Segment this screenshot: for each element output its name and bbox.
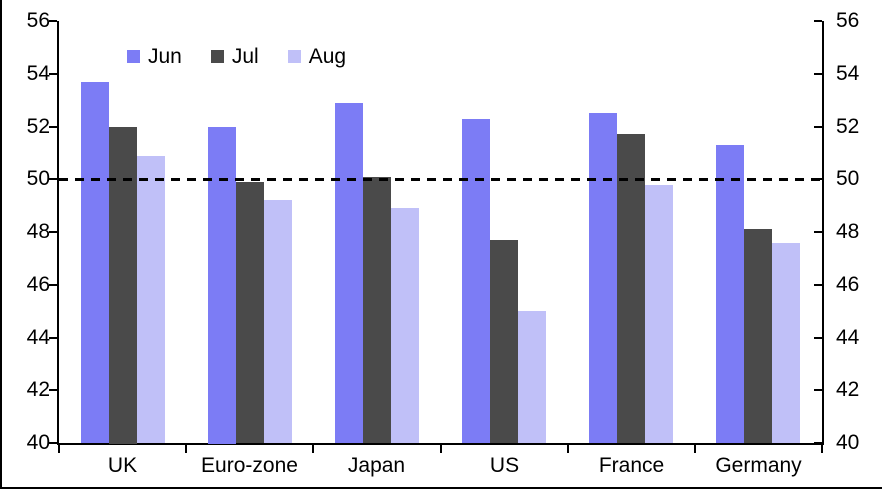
y-tick-left [49,389,57,391]
y-tick-left [49,126,57,128]
jun-bar-uk [81,82,109,443]
y-tick-right [814,73,822,75]
y-axis-label-right: 48 [836,220,860,243]
y-tick-right [814,20,822,22]
y-axis-label-left: 46 [26,273,50,296]
aug-bar-france [645,185,673,443]
jul-bar-france [617,134,645,443]
jul-bar-japan [363,177,391,443]
y-axis-label-left: 50 [26,167,50,190]
jul-bar-uk [109,127,137,444]
jun-bar-france [589,113,617,443]
jun-bar-japan [335,103,363,443]
y-axis-label-right: 40 [836,431,860,454]
y-axis-label-left: 40 [26,431,50,454]
y-axis-label-left: 48 [26,220,50,243]
y-axis-label-right: 46 [836,273,860,296]
x-tick [185,445,187,453]
legend-item-aug: Aug [287,45,347,68]
image-border-left [0,0,2,489]
y-axis-label-left: 54 [26,62,50,85]
x-tick [821,445,823,453]
y-axis-right [822,21,824,445]
y-tick-right [814,284,822,286]
image-border-bottom [0,487,882,489]
legend-item-jun: Jun [127,46,182,67]
x-tick [567,445,569,453]
aug-bar-uk [137,156,165,443]
aug-series-label: Aug [308,45,347,68]
y-tick-right [814,126,822,128]
x-tick [312,445,314,453]
y-tick-right [814,337,822,339]
category-label: Germany [715,454,802,477]
y-tick-left [49,337,57,339]
y-axis-label-left: 56 [26,9,50,32]
legend-item-jul: Jul [210,45,259,68]
y-tick-left [49,231,57,233]
y-axis-label-right: 50 [836,167,860,190]
jul-series-swatch [210,50,224,63]
x-tick [440,445,442,453]
y-axis-label-left: 44 [26,326,50,349]
y-axis-label-right: 42 [836,378,860,401]
x-axis [57,443,824,445]
y-tick-left [49,442,57,444]
jul-bar-us [490,240,518,443]
jul-bar-germany [744,229,772,443]
category-label: France [598,454,665,477]
aug-bar-germany [772,243,800,443]
y-axis-label-right: 56 [836,9,860,32]
category-label: Euro-zone [201,454,298,477]
jun-series-label: Jun [148,45,182,68]
y-tick-right [814,231,822,233]
y-tick-right [814,389,822,391]
reference-line-50 [59,178,822,181]
y-axis-label-left: 52 [26,115,50,138]
jun-series-swatch [127,50,140,63]
legend: Jun Jul Aug [127,46,346,67]
aug-bar-us [518,311,546,443]
aug-bar-eurozone [264,200,292,443]
y-tick-right [814,442,822,444]
y-axis-left [57,21,59,445]
y-tick-left [49,73,57,75]
y-tick-left [49,20,57,22]
jul-series-label: Jul [231,45,259,68]
jun-bar-eurozone [208,127,236,444]
y-axis-label-right: 54 [836,62,860,85]
y-axis-label-right: 52 [836,115,860,138]
jul-bar-eurozone [236,182,264,443]
x-tick [694,445,696,453]
aug-series-swatch [287,50,301,63]
jun-bar-germany [716,145,744,443]
category-label: UK [107,454,138,477]
aug-bar-japan [391,208,419,443]
y-axis-label-right: 44 [836,326,860,349]
y-tick-left [49,284,57,286]
category-label: Japan [347,454,406,477]
y-axis-label-left: 42 [26,378,50,401]
x-tick [58,445,60,453]
category-label: US [489,454,520,477]
jun-bar-us [462,119,490,443]
y-tick-left [49,178,57,180]
